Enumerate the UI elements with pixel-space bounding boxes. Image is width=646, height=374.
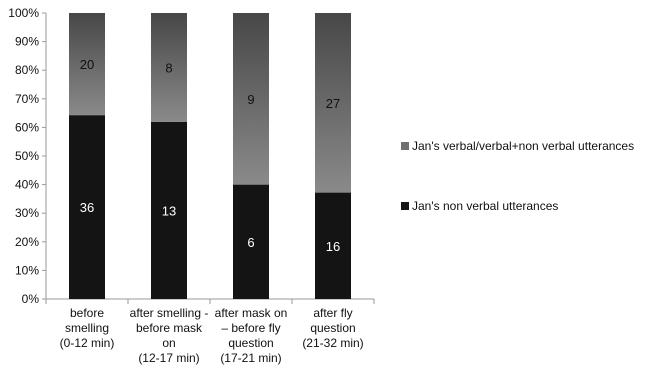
y-tick-label: 50% [15,149,39,163]
bar-data-label: 13 [162,203,176,218]
legend: Jan's verbal/verbal+non verbal utterance… [401,139,634,213]
bar-segment-nonverbal [151,121,187,299]
y-tick-label: 100% [8,6,39,20]
legend-swatch [401,142,409,150]
legend-swatch [401,202,409,210]
y-axis: 0% 10% 20% 30% 40% 50% 60% 70% 80% 90% 100% [8,6,47,306]
bars: 36 20 13 8 6 9 16 27 [69,13,351,300]
bar-segment-nonverbal [315,192,351,299]
y-tick-label: 0% [22,292,40,306]
bar-segment-verbal [69,13,105,116]
bar-data-label: 6 [247,235,254,250]
x-category-label: before smelling (0-12 min) [60,306,115,350]
x-axis: before smelling (0-12 min) after smelling -… [45,298,375,365]
y-tick-label: 30% [15,206,39,220]
bar-segment-verbal [233,13,269,185]
x-category-label: after fly question (21-32 min) [302,306,363,350]
y-tick-label: 60% [15,120,39,134]
bar-data-label: 20 [80,57,94,72]
y-tick-label: 10% [15,263,39,277]
bar-data-label: 36 [80,200,94,215]
bar-data-label: 16 [326,239,340,254]
x-category-label: after smelling -before mask on (12-17 min) [130,306,209,365]
x-category-label: after mask on – before fly question (17-21 … [215,306,288,365]
legend-label: Jan's verbal/verbal+non verbal utterance… [412,139,634,153]
y-tick-label: 20% [15,235,39,249]
y-tick-label: 80% [15,63,39,77]
bar-data-label: 9 [247,92,254,107]
y-tick-label: 70% [15,92,39,106]
bar-data-label: 8 [165,60,172,75]
bar-data-label: 27 [326,96,340,111]
y-tick-label: 90% [15,35,39,49]
bar-segment-nonverbal [233,184,269,299]
bar-segment-verbal [151,13,187,122]
bar-segment-verbal [315,13,351,193]
y-tick-label: 40% [15,178,39,192]
bar-segment-nonverbal [69,115,105,300]
legend-label: Jan's non verbal utterances [412,199,558,213]
